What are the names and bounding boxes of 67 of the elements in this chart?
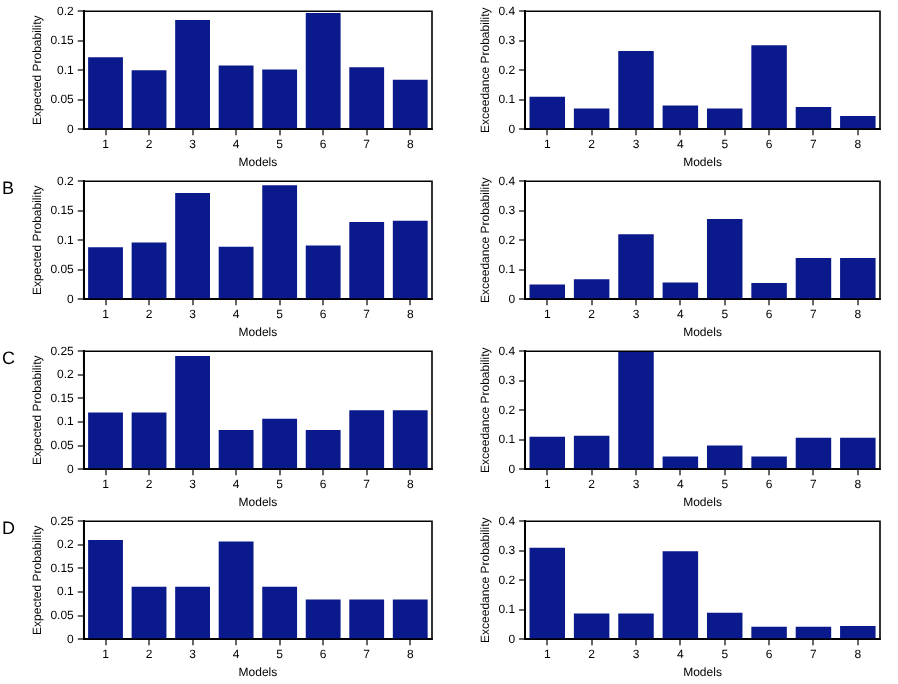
bar xyxy=(262,69,298,129)
bar xyxy=(618,234,654,299)
bar xyxy=(751,45,787,129)
bar xyxy=(795,437,832,469)
bar xyxy=(573,613,610,639)
bar xyxy=(392,79,428,129)
bar xyxy=(840,437,876,469)
bar xyxy=(573,279,610,299)
bar xyxy=(840,625,876,639)
bar xyxy=(131,242,167,299)
bar xyxy=(218,541,254,639)
bar xyxy=(349,599,385,639)
bar xyxy=(131,586,167,639)
bar xyxy=(706,108,743,129)
text: B xyxy=(2,178,15,198)
bar xyxy=(840,257,876,299)
bar xyxy=(218,65,254,129)
bar xyxy=(88,57,123,129)
bar xyxy=(618,351,654,469)
bar xyxy=(795,626,832,639)
bar xyxy=(529,436,566,469)
bar xyxy=(529,96,566,129)
bar xyxy=(349,67,385,129)
bar xyxy=(392,410,428,469)
bar xyxy=(618,613,654,639)
bar xyxy=(88,412,123,469)
bar xyxy=(751,626,787,639)
bar xyxy=(706,612,743,639)
bar xyxy=(751,282,787,299)
bar xyxy=(795,107,832,129)
bar xyxy=(218,430,254,469)
bar xyxy=(175,586,210,639)
bar xyxy=(618,51,654,129)
bar xyxy=(262,418,298,469)
bar xyxy=(662,105,699,129)
bar xyxy=(573,435,610,469)
bar xyxy=(175,20,210,129)
bar xyxy=(706,218,743,299)
bar xyxy=(175,193,210,299)
bar xyxy=(131,412,167,469)
bar xyxy=(88,540,123,639)
bar xyxy=(706,445,743,469)
bar xyxy=(305,599,341,639)
bar xyxy=(840,115,876,129)
bar xyxy=(305,245,341,299)
bar xyxy=(662,282,699,299)
bar xyxy=(392,220,428,299)
bar xyxy=(662,456,699,469)
bar xyxy=(88,247,123,299)
bar xyxy=(305,12,341,129)
bar xyxy=(392,599,428,639)
bar xyxy=(795,257,832,299)
bar xyxy=(349,221,385,299)
bar xyxy=(131,70,167,129)
bar xyxy=(175,355,210,469)
bar xyxy=(349,410,385,469)
bar xyxy=(662,551,699,639)
bar xyxy=(305,430,341,469)
bar xyxy=(218,246,254,299)
bar xyxy=(573,108,610,129)
bar xyxy=(262,586,298,639)
bar xyxy=(751,456,787,469)
text: C xyxy=(2,348,15,368)
bar xyxy=(529,284,566,299)
bar xyxy=(529,547,566,639)
bar xyxy=(262,185,298,299)
text: D xyxy=(2,518,15,538)
